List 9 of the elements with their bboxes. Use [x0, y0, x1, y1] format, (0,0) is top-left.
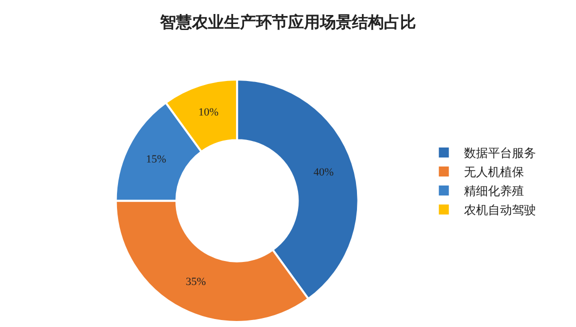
legend-label: 农机自动驾驶: [464, 203, 536, 218]
legend-label: 精细化养殖: [464, 184, 524, 198]
legend-label: 无人机植保: [464, 165, 524, 180]
data-label: 35%: [186, 276, 206, 288]
data-label: 40%: [313, 166, 334, 179]
data-label: 10%: [198, 106, 219, 119]
legend-label: 数据平台服务: [464, 146, 536, 160]
chart-title: 智慧农业生产环节应用场景结构占比: [159, 12, 416, 32]
data-label: 15%: [146, 153, 166, 166]
